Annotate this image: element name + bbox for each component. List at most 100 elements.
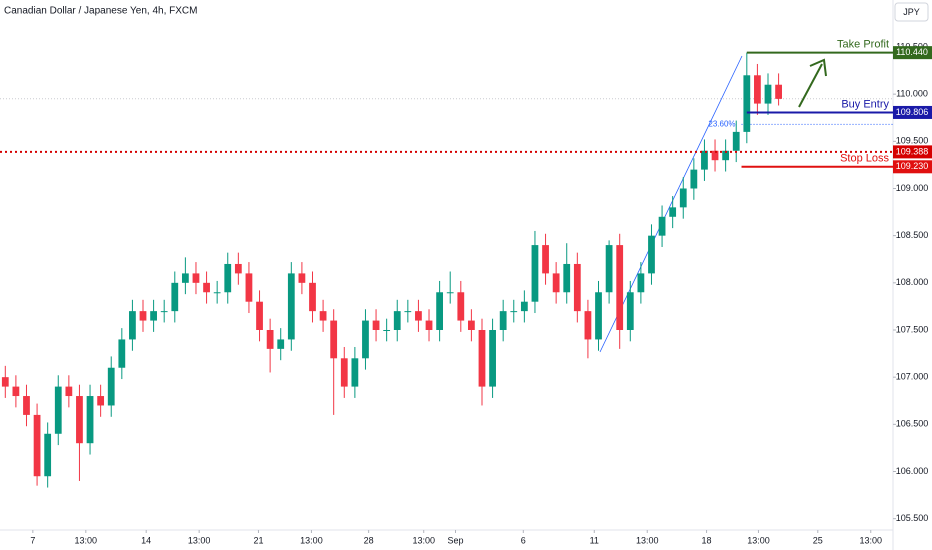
candle-body	[44, 433, 52, 477]
candle-body	[542, 245, 549, 274]
arrow	[798, 63, 823, 108]
candle-body	[648, 235, 655, 274]
candle-body	[415, 311, 422, 321]
candle-body	[330, 320, 338, 359]
candle-body	[775, 84, 782, 99]
candle-body	[531, 245, 539, 302]
candle-body	[181, 273, 189, 283]
candle-body	[256, 301, 263, 330]
candle-body	[690, 169, 698, 189]
candle-body	[372, 320, 380, 330]
level-tag	[893, 160, 932, 174]
y-tick-label: 105.500	[896, 513, 929, 523]
x-tick-label: 13:00	[747, 535, 770, 545]
candle-body	[383, 330, 391, 331]
candle-body	[86, 396, 94, 444]
y-tick-label: 109.000	[896, 183, 929, 193]
y-tick-label: 106.500	[896, 419, 929, 429]
x-tick-label: 18	[702, 535, 712, 545]
candle-body	[54, 386, 62, 434]
candle-body	[160, 311, 168, 313]
candle-body	[393, 311, 401, 330]
y-tick-label: 108.000	[896, 277, 929, 287]
level-tag	[893, 46, 932, 60]
candle-body	[298, 273, 306, 283]
candle-body	[404, 311, 412, 313]
candle-body	[637, 273, 645, 293]
x-tick-label: 13:00	[636, 535, 659, 545]
candle-body	[309, 282, 316, 312]
candle-body	[33, 414, 41, 477]
x-tick-label: 13:00	[300, 535, 323, 545]
level-name: Take Profit	[837, 39, 889, 51]
candle-body	[97, 396, 105, 406]
candle-body	[722, 150, 730, 161]
x-tick-label: 7	[30, 535, 35, 545]
level-tag	[893, 145, 932, 159]
fib-label: 23.60%	[708, 119, 735, 128]
level-tag	[893, 105, 932, 119]
candle-body	[520, 301, 528, 312]
candle-body	[203, 282, 210, 293]
candle-body	[446, 292, 454, 294]
level-value: 109.806	[896, 107, 929, 117]
candle-body	[626, 292, 634, 330]
candle-body	[584, 311, 592, 340]
candle-body	[732, 131, 740, 151]
x-tick-label: 6	[521, 535, 526, 545]
trend-line	[599, 55, 743, 353]
candle-body	[351, 358, 359, 387]
candle-body	[595, 292, 602, 340]
candle-body	[616, 245, 624, 330]
y-tick-label: 109.500	[896, 136, 929, 146]
x-tick-label: 14	[141, 535, 151, 545]
y-tick-label: 110.000	[896, 89, 928, 99]
candle-body	[107, 367, 115, 406]
candle-body	[510, 311, 518, 313]
candle-body	[754, 75, 761, 104]
candle-body	[425, 320, 433, 330]
candle-body	[701, 150, 708, 170]
y-tick-label: 107.000	[896, 372, 929, 382]
candle-body	[287, 273, 295, 340]
candle-body	[234, 263, 242, 274]
candle-body	[457, 292, 465, 321]
candle-body	[340, 358, 348, 387]
candle-body	[764, 84, 772, 104]
x-tick-label: 21	[253, 535, 263, 545]
candle-body	[23, 396, 30, 415]
candle-body	[245, 273, 253, 302]
x-tick-label: 13:00	[412, 535, 435, 545]
candle-body	[213, 292, 221, 294]
candle-body	[658, 216, 666, 236]
candle-body	[129, 311, 136, 340]
candle-body	[436, 292, 444, 330]
candle-body	[669, 207, 677, 217]
level-value: 109.388	[896, 146, 929, 156]
candle-body	[277, 339, 285, 349]
level-name: Buy Entry	[841, 98, 889, 110]
candle-body	[552, 273, 560, 293]
candle-body	[468, 320, 475, 330]
chart-title: Canadian Dollar / Japanese Yen, 4h, FXCM	[4, 6, 197, 17]
candle-body	[12, 386, 20, 397]
candle-body	[76, 396, 83, 444]
candle-body	[266, 330, 274, 349]
candle-body	[171, 282, 179, 312]
x-tick-label: 13:00	[188, 535, 211, 545]
x-tick-label: 11	[590, 535, 599, 545]
candle-body	[573, 263, 581, 312]
y-tick-label: 108.500	[896, 230, 929, 240]
candle-body	[489, 330, 496, 387]
candle-body	[499, 311, 507, 330]
currency-button[interactable]	[894, 2, 929, 22]
candle-body	[362, 320, 369, 359]
x-tick-label: 13:00	[75, 535, 98, 545]
candle-body	[743, 75, 751, 132]
candle-body	[224, 263, 232, 293]
candle-body	[139, 311, 147, 321]
candle-body	[711, 150, 719, 161]
candle-body	[563, 263, 571, 293]
candle-body	[118, 339, 126, 368]
